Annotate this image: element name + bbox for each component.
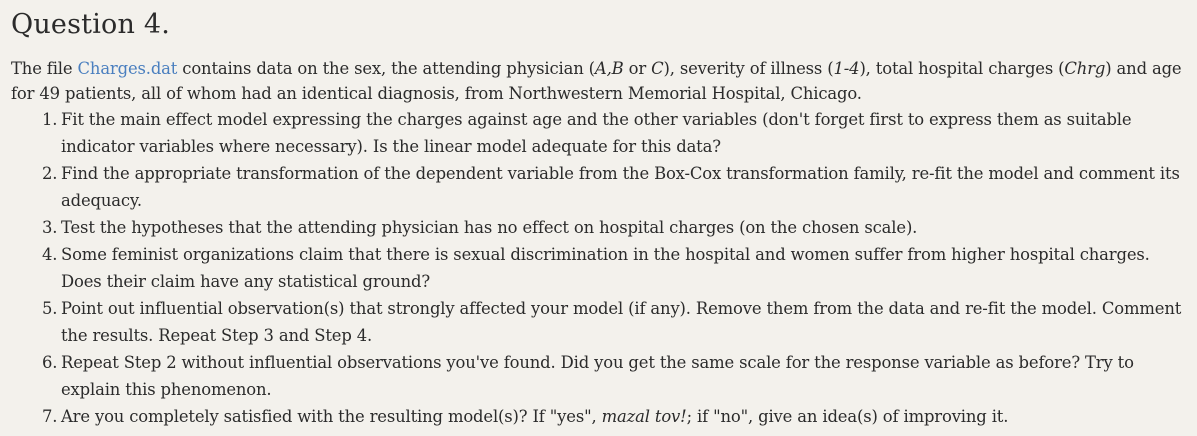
task-text-italic: mazal tov! [601, 407, 687, 426]
charges-dat-link[interactable]: Charges.dat [77, 59, 178, 78]
task-number: 6. [42, 353, 58, 372]
task-text: Test the hypotheses that the attending p… [61, 218, 918, 237]
intro-text-2: contains data on the sex, the attending … [177, 59, 595, 78]
intro-physician-c: C [651, 59, 664, 78]
task-number: 2. [42, 164, 58, 183]
task-text-post: ; if "no", give an idea(s) of improving … [686, 407, 1009, 426]
task-number: 3. [42, 218, 58, 237]
intro-text-4: ), severity of illness ( [663, 59, 834, 78]
intro-text-1: The file [11, 59, 78, 78]
task-list: 1. Fit the main effect model expressing t… [11, 106, 1187, 430]
task-text: Fit the main effect model expressing the… [61, 110, 1132, 156]
task-item-6: 6. Repeat Step 2 without influential obse… [42, 349, 1187, 403]
task-number: 5. [42, 299, 58, 318]
task-text: Point out influential observation(s) tha… [61, 299, 1182, 345]
task-item-2: 2. Find the appropriate transformation of… [42, 160, 1187, 214]
task-item-4: 4. Some feminist organizations claim that… [42, 241, 1187, 295]
task-item-3: 3. Test the hypotheses that the attending… [42, 214, 1187, 241]
task-text: Repeat Step 2 without influential observ… [61, 353, 1134, 399]
task-number: 4. [42, 245, 58, 264]
task-number: 7. [42, 407, 58, 426]
intro-paragraph: The file Charges.dat contains data on th… [11, 56, 1187, 106]
intro-text-6: ) and age for 49 patients, all of whom h… [11, 59, 1182, 103]
task-text: Find the appropriate transformation of t… [61, 164, 1180, 210]
question-title: Question 4. [11, 9, 171, 40]
task-item-5: 5. Point out influential observation(s) t… [42, 295, 1187, 349]
intro-severity-range: 1-4 [833, 59, 860, 78]
task-text: Some feminist organizations claim that t… [61, 245, 1150, 291]
task-item-7: 7. Are you completely satisfied with the … [42, 403, 1187, 430]
intro-physician-ab: A,B [594, 59, 624, 78]
intro-chrg-variable: Chrg [1064, 59, 1106, 78]
intro-text-3: or [623, 59, 652, 78]
intro-text-5: ), total hospital charges ( [859, 59, 1065, 78]
task-item-1: 1. Fit the main effect model expressing t… [42, 106, 1187, 160]
task-text-pre: Are you completely satisfied with the re… [61, 407, 602, 426]
task-number: 1. [42, 110, 58, 129]
